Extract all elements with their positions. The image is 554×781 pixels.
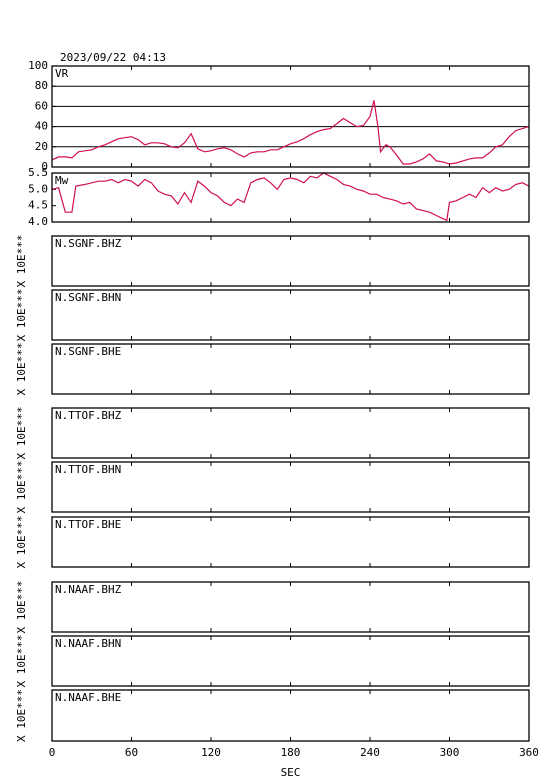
- panel-frame: [51, 461, 530, 513]
- panel-label: N.NAAF.BHZ: [55, 583, 122, 596]
- x-tick-label: 360: [519, 746, 539, 759]
- y-axis-label: X 10E***: [15, 581, 28, 634]
- panel-frame: [51, 65, 530, 168]
- panel-label: N.SGNF.BHE: [55, 345, 121, 358]
- x-tick-label: 180: [281, 746, 301, 759]
- panel-label: N.NAAF.BHE: [55, 691, 121, 704]
- x-tick-label: 60: [125, 746, 138, 759]
- plot-title: 2023/09/22 04:13: [60, 51, 166, 64]
- y-tick-label: 80: [35, 79, 48, 92]
- x-tick-label: 120: [201, 746, 221, 759]
- y-axis-label: X 10E***: [15, 635, 28, 688]
- y-tick-label: 20: [35, 140, 48, 153]
- panel-label: Mw: [55, 174, 69, 187]
- x-tick-label: 0: [49, 746, 56, 759]
- y-tick-label: 5.5: [28, 166, 48, 179]
- panel-frame: [51, 581, 530, 633]
- panel-frame: [51, 689, 530, 742]
- y-tick-label: 4.5: [28, 199, 48, 212]
- panel-label: VR: [55, 67, 69, 80]
- y-axis-label: X 10E***: [15, 516, 28, 569]
- data-line: [51, 172, 530, 222]
- panel-frame: [51, 516, 530, 568]
- panel-label: N.TTOF.BHZ: [55, 409, 122, 422]
- panel-frame: [51, 289, 530, 341]
- y-axis-label: X 10E***: [15, 689, 28, 742]
- panel-label: N.TTOF.BHN: [55, 463, 121, 476]
- x-tick-label: 300: [440, 746, 460, 759]
- panel-label: N.TTOF.BHE: [55, 518, 121, 531]
- data-line: [51, 100, 530, 165]
- x-axis-label: SEC: [281, 766, 301, 779]
- y-axis-label: X 10E***: [15, 235, 28, 288]
- panel-frame: [51, 235, 530, 287]
- y-tick-label: 4.0: [28, 215, 48, 228]
- y-tick-label: 60: [35, 99, 48, 112]
- x-tick-label: 240: [360, 746, 380, 759]
- panel-frame: [51, 407, 530, 459]
- y-axis-label: X 10E***: [15, 461, 28, 514]
- y-axis-label: X 10E***: [15, 343, 28, 396]
- y-tick-label: 40: [35, 120, 48, 133]
- y-tick-label: 5.0: [28, 182, 48, 195]
- y-tick-label: 100: [28, 59, 48, 72]
- y-axis-label: X 10E***: [15, 289, 28, 342]
- panel-label: N.SGNF.BHZ: [55, 237, 122, 250]
- panel-frame: [51, 635, 530, 687]
- y-axis-label: X 10E***: [15, 407, 28, 460]
- panel-frame: [51, 172, 530, 223]
- panel-label: N.NAAF.BHN: [55, 637, 121, 650]
- panel-label: N.SGNF.BHN: [55, 291, 121, 304]
- y-tick-label: 0: [41, 160, 48, 173]
- panel-frame: [51, 343, 530, 395]
